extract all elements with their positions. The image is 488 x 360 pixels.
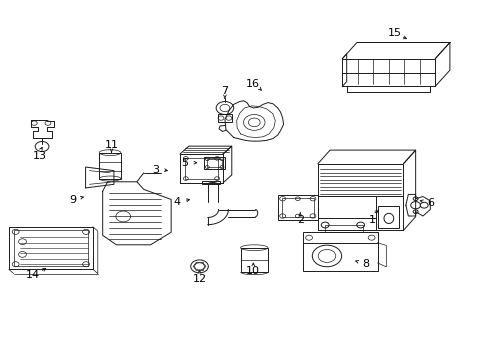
Bar — [204, 157, 224, 169]
Bar — [218, 114, 231, 122]
Bar — [99, 153, 121, 179]
Text: 10: 10 — [246, 266, 260, 276]
Text: 14: 14 — [26, 270, 40, 280]
Bar — [303, 232, 377, 271]
Text: 16: 16 — [246, 78, 260, 89]
Bar — [14, 230, 88, 266]
Text: 12: 12 — [192, 274, 206, 284]
Text: 8: 8 — [362, 258, 368, 269]
Text: 15: 15 — [387, 28, 401, 38]
Bar — [206, 159, 222, 167]
Bar — [9, 227, 93, 269]
Text: 6: 6 — [426, 198, 433, 208]
Text: 7: 7 — [221, 86, 228, 96]
Text: 4: 4 — [173, 197, 180, 207]
Text: 13: 13 — [33, 150, 47, 161]
Bar — [240, 248, 267, 272]
Bar — [202, 181, 219, 184]
Bar — [377, 206, 398, 228]
Bar — [277, 195, 317, 220]
Text: 3: 3 — [152, 165, 159, 175]
Bar — [281, 198, 313, 217]
Text: 2: 2 — [296, 215, 303, 225]
Text: 9: 9 — [69, 195, 76, 205]
Text: 1: 1 — [368, 215, 375, 225]
Text: 5: 5 — [181, 158, 188, 168]
Text: 11: 11 — [104, 140, 118, 150]
Bar — [184, 158, 218, 179]
